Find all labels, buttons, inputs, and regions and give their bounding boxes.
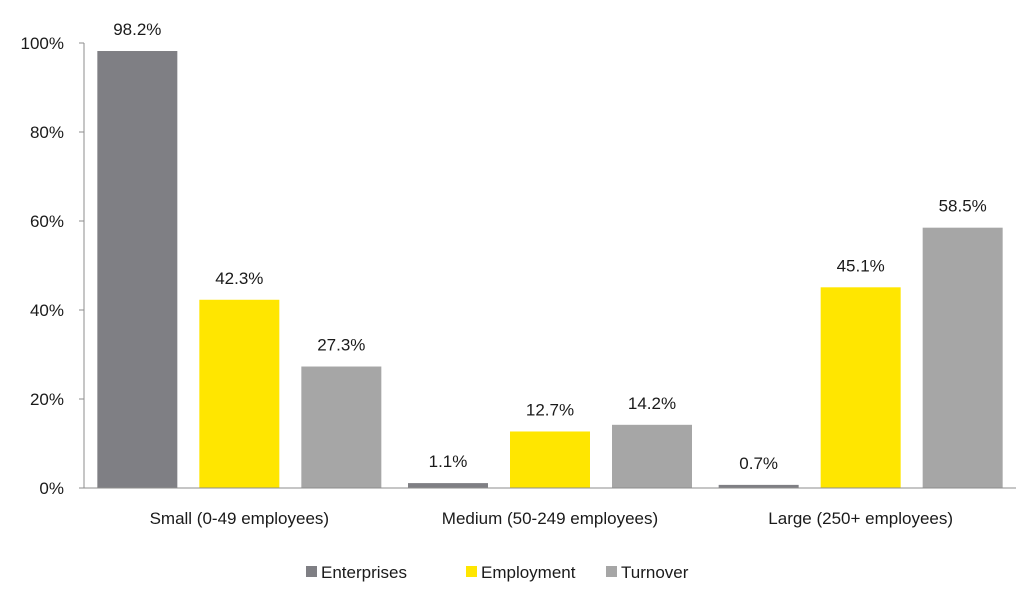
- data-label: 14.2%: [628, 394, 676, 413]
- bar-turnover-1: [612, 424, 692, 488]
- bar-employment-1: [510, 431, 590, 488]
- data-label: 0.7%: [739, 454, 778, 473]
- x-category-label: Medium (50-249 employees): [442, 509, 658, 528]
- legend-swatch: [306, 566, 317, 577]
- y-tick-label: 80%: [30, 123, 64, 142]
- bar-enterprises-1: [408, 483, 488, 488]
- data-label: 1.1%: [429, 452, 468, 471]
- legend-label: Turnover: [621, 563, 689, 582]
- y-axis: 0% 20% 40% 60% 80% 100%: [21, 34, 85, 498]
- x-category-label: Large (250+ employees): [768, 509, 953, 528]
- data-label: 98.2%: [113, 20, 161, 39]
- data-label: 42.3%: [215, 269, 263, 288]
- y-tick-label: 100%: [21, 34, 64, 53]
- data-label: 58.5%: [939, 197, 987, 216]
- legend: Enterprises Employment Turnover: [306, 563, 689, 582]
- x-axis: Small (0-49 employees) Medium (50-249 emp…: [84, 487, 1016, 528]
- bar-employment-2: [820, 287, 901, 488]
- data-label: 45.1%: [837, 256, 885, 275]
- legend-swatch: [606, 566, 617, 577]
- legend-swatch: [466, 566, 477, 577]
- legend-label: Enterprises: [321, 563, 407, 582]
- bar-enterprises-0: [97, 51, 178, 488]
- data-label: 27.3%: [317, 336, 365, 355]
- y-tick-label: 60%: [30, 212, 64, 231]
- x-category-label: Small (0-49 employees): [150, 509, 330, 528]
- legend-label: Employment: [481, 563, 576, 582]
- bar-enterprises-2: [718, 484, 799, 488]
- bars-group: 98.2% 42.3% 27.3% 1.1% 12.7% 14.2% 0.7% 45.1% 58…: [97, 20, 1003, 489]
- y-tick-label: 40%: [30, 301, 64, 320]
- y-tick-label: 0%: [39, 479, 64, 498]
- bar-turnover-2: [922, 227, 1003, 489]
- y-tick-label: 20%: [30, 390, 64, 409]
- data-label: 12.7%: [526, 400, 574, 419]
- bar-employment-0: [199, 299, 280, 488]
- bar-turnover-0: [301, 366, 382, 488]
